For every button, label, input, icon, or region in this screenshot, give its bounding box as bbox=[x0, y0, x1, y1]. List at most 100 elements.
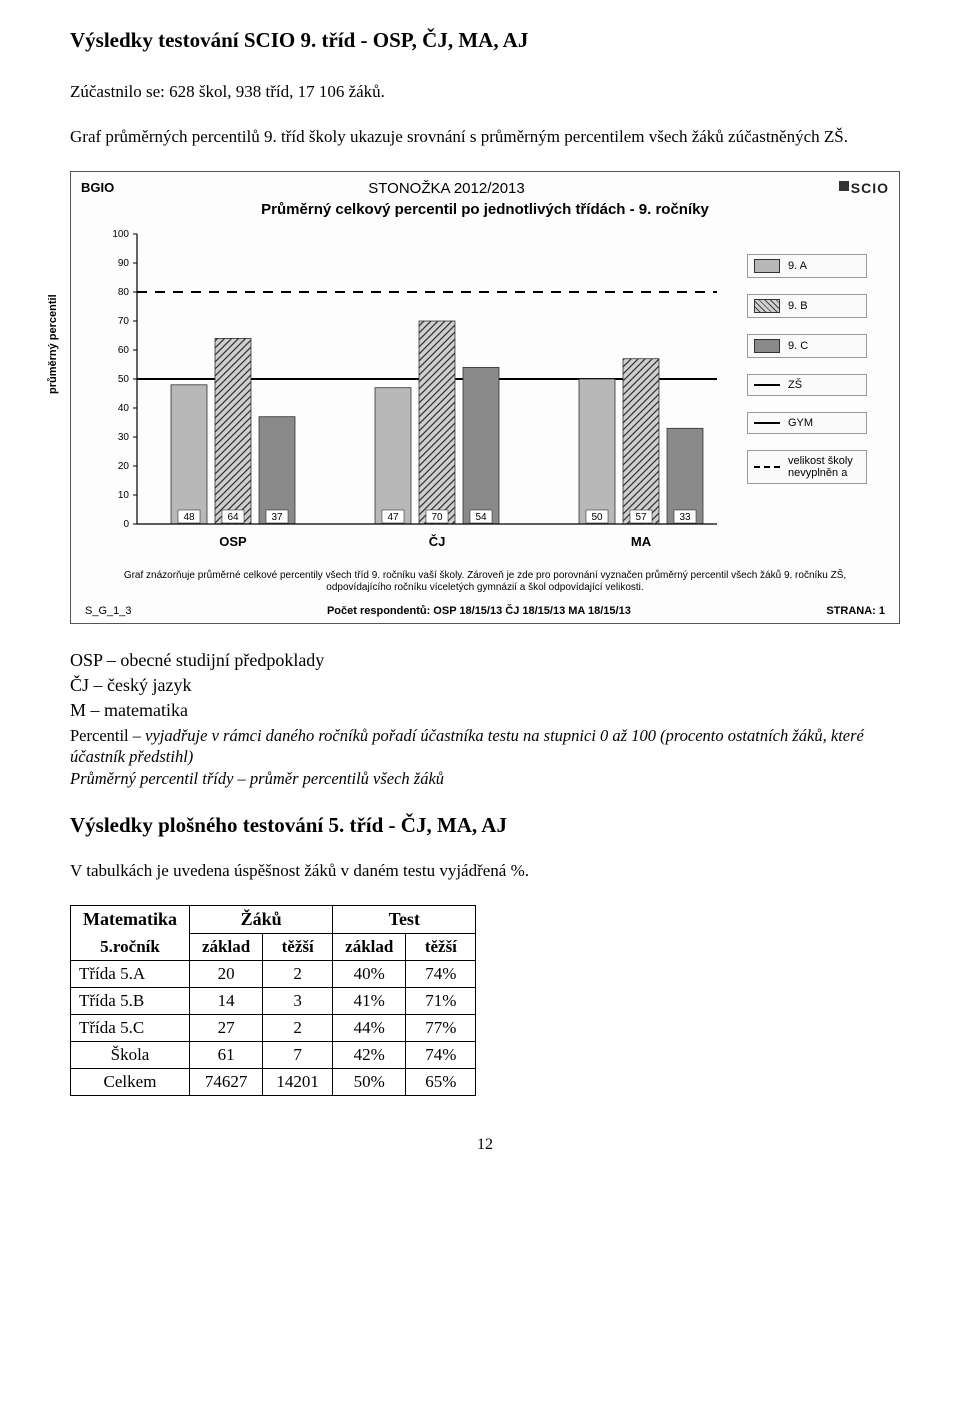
svg-text:37: 37 bbox=[271, 512, 283, 523]
svg-text:10: 10 bbox=[118, 490, 130, 501]
legend-label: 9. C bbox=[788, 340, 808, 352]
def-m: M – matematika bbox=[70, 700, 900, 721]
svg-text:100: 100 bbox=[112, 229, 129, 240]
svg-text:20: 20 bbox=[118, 461, 130, 472]
cell: 27 bbox=[189, 1015, 262, 1042]
def-osp: OSP – obecné studijní předpoklady bbox=[70, 650, 900, 671]
legend-label: GYM bbox=[788, 417, 813, 429]
legend-item: ZŠ bbox=[747, 374, 867, 396]
cell: 65% bbox=[406, 1069, 476, 1096]
svg-text:50: 50 bbox=[118, 374, 130, 385]
svg-text:48: 48 bbox=[183, 512, 195, 523]
svg-text:ČJ: ČJ bbox=[429, 534, 446, 549]
intro-text: Graf průměrných percentilů 9. tříd školy… bbox=[70, 126, 900, 149]
row-name: Celkem bbox=[71, 1069, 190, 1096]
cell: 14201 bbox=[263, 1069, 333, 1096]
table-row: Třída 5.C27244%77% bbox=[71, 1015, 476, 1042]
legend-item: velikost školy nevyplněn a bbox=[747, 450, 867, 484]
legend-swatch bbox=[754, 466, 780, 468]
legend-swatch bbox=[754, 299, 780, 313]
results-note: V tabulkách je uvedena úspěšnost žáků v … bbox=[70, 860, 900, 883]
svg-text:60: 60 bbox=[118, 345, 130, 356]
row-name: Třída 5.A bbox=[71, 961, 190, 988]
row-name: Třída 5.C bbox=[71, 1015, 190, 1042]
legend-item: GYM bbox=[747, 412, 867, 434]
cell: 71% bbox=[406, 988, 476, 1015]
svg-text:70: 70 bbox=[118, 316, 130, 327]
svg-text:80: 80 bbox=[118, 287, 130, 298]
legend-label: velikost školy nevyplněn a bbox=[788, 455, 860, 479]
table-header-row: Matematika Žáků Test bbox=[71, 906, 476, 934]
table-row: Třída 5.B14341%71% bbox=[71, 988, 476, 1015]
th-test: Test bbox=[333, 906, 476, 934]
legend-swatch bbox=[754, 259, 780, 273]
svg-text:90: 90 bbox=[118, 258, 130, 269]
cell: 40% bbox=[333, 961, 406, 988]
chart-year: STONOŽKA 2012/2013 bbox=[54, 180, 839, 197]
chart-bottom-left: S_G_1_3 bbox=[85, 605, 131, 617]
legend-label: 9. A bbox=[788, 260, 807, 272]
results-heading: Výsledky plošného testování 5. tříd - ČJ… bbox=[70, 813, 900, 838]
th-sub-2: základ bbox=[333, 934, 406, 961]
chart-legend: 9. A 9. B 9. C ZŠ GYM velikost školy nevyplně… bbox=[747, 224, 867, 500]
scio-square-icon bbox=[839, 181, 849, 191]
cell: 41% bbox=[333, 988, 406, 1015]
cell: 74% bbox=[406, 961, 476, 988]
cell: 74% bbox=[406, 1042, 476, 1069]
svg-text:50: 50 bbox=[591, 512, 603, 523]
legend-swatch bbox=[754, 339, 780, 353]
chart-footer-text: Graf znázorňuje průměrné celkové percent… bbox=[111, 570, 859, 595]
th-zaku: Žáků bbox=[189, 906, 332, 934]
cell: 3 bbox=[263, 988, 333, 1015]
participation-line: Zúčastnilo se: 628 škol, 938 tříd, 17 10… bbox=[70, 81, 900, 104]
th-grade: 5.ročník bbox=[71, 934, 190, 961]
chart-plot: průměrný percentil 010203040506070809010… bbox=[87, 224, 727, 564]
cell: 7 bbox=[263, 1042, 333, 1069]
th-sub-3: těžší bbox=[406, 934, 476, 961]
cell: 50% bbox=[333, 1069, 406, 1096]
cell: 2 bbox=[263, 961, 333, 988]
def-percentil: Percentil – vyjadřuje v rámci daného roč… bbox=[70, 725, 900, 789]
chart-figure: BGIO STONOŽKA 2012/2013 SCIO Průměrný ce… bbox=[70, 171, 900, 624]
th-sub-1: těžší bbox=[263, 934, 333, 961]
legend-item: 9. C bbox=[747, 334, 867, 358]
cell: 42% bbox=[333, 1042, 406, 1069]
cell: 14 bbox=[189, 988, 262, 1015]
svg-text:MA: MA bbox=[631, 534, 652, 549]
chart-bottom-mid: Počet respondentů: OSP 18/15/13 ČJ 18/15… bbox=[327, 605, 631, 617]
svg-text:54: 54 bbox=[475, 512, 487, 523]
table-subheader-row: 5.ročník základ těžší základ těžší bbox=[71, 934, 476, 961]
row-name: Třída 5.B bbox=[71, 988, 190, 1015]
table-row: Celkem746271420150%65% bbox=[71, 1069, 476, 1096]
svg-text:33: 33 bbox=[679, 512, 691, 523]
page-number: 12 bbox=[70, 1136, 900, 1154]
results-table: Matematika Žáků Test 5.ročník základ těž… bbox=[70, 905, 476, 1096]
svg-text:47: 47 bbox=[387, 512, 399, 523]
legend-label: ZŠ bbox=[788, 379, 802, 391]
th-sub-0: základ bbox=[189, 934, 262, 961]
cell: 2 bbox=[263, 1015, 333, 1042]
chart-y-axis-label: průměrný percentil bbox=[47, 294, 59, 394]
def-cj: ČJ – český jazyk bbox=[70, 675, 900, 696]
cell: 74627 bbox=[189, 1069, 262, 1096]
svg-text:OSP: OSP bbox=[219, 534, 247, 549]
scio-logo: SCIO bbox=[839, 180, 889, 196]
svg-text:57: 57 bbox=[635, 512, 647, 523]
legend-item: 9. A bbox=[747, 254, 867, 278]
th-subject: Matematika bbox=[71, 906, 190, 934]
row-name: Škola bbox=[71, 1042, 190, 1069]
chart-heading: Průměrný celkový percentil po jednotlivý… bbox=[81, 201, 889, 218]
cell: 77% bbox=[406, 1015, 476, 1042]
legend-swatch bbox=[754, 422, 780, 424]
svg-text:0: 0 bbox=[123, 519, 129, 530]
svg-text:30: 30 bbox=[118, 432, 130, 443]
table-row: Třída 5.A20240%74% bbox=[71, 961, 476, 988]
legend-swatch bbox=[754, 384, 780, 386]
legend-item: 9. B bbox=[747, 294, 867, 318]
svg-text:70: 70 bbox=[431, 512, 443, 523]
cell: 44% bbox=[333, 1015, 406, 1042]
cell: 61 bbox=[189, 1042, 262, 1069]
svg-text:64: 64 bbox=[227, 512, 239, 523]
svg-text:40: 40 bbox=[118, 403, 130, 414]
chart-bottom-right: STRANA: 1 bbox=[826, 605, 885, 617]
